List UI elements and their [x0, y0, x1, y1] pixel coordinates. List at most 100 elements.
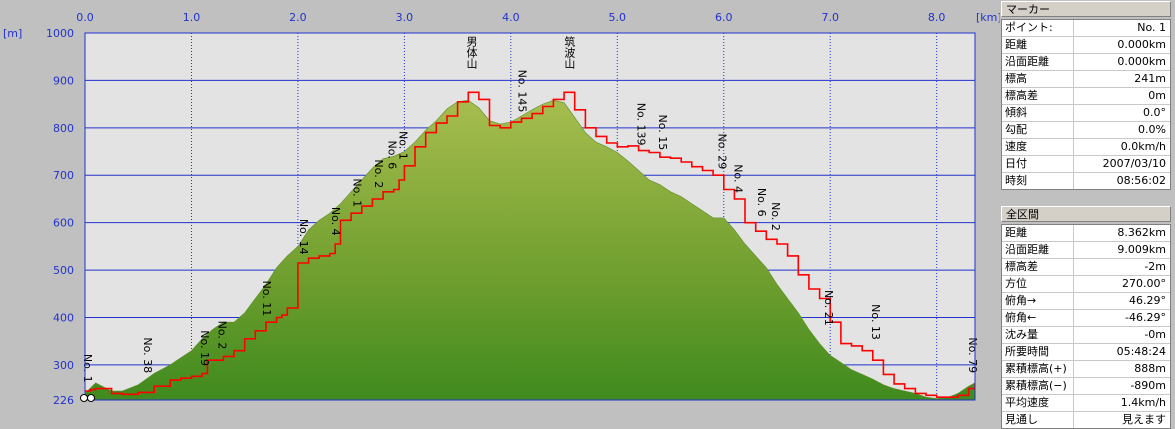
info-key: 累積標高(+): [1002, 361, 1074, 377]
point-annotation: No. 19: [198, 330, 211, 366]
info-key: 俯角←: [1002, 310, 1074, 326]
info-key: 累積標高(−): [1002, 378, 1074, 394]
info-value: 見えます: [1122, 413, 1166, 426]
info-row: 勾配 0.0%: [1002, 122, 1170, 139]
info-value: 0.0°: [1143, 106, 1166, 119]
info-key: 平均速度: [1002, 395, 1074, 411]
info-key: 日付: [1002, 156, 1074, 172]
info-value: -890m: [1130, 379, 1166, 392]
point-annotation: No. 1: [350, 178, 363, 207]
info-row: 俯角→ 46.29°: [1002, 293, 1170, 310]
info-key: 勾配: [1002, 122, 1074, 138]
info-value: 888m: [1134, 362, 1166, 375]
info-value: 9.009km: [1117, 243, 1166, 256]
point-annotation: No. 2: [769, 202, 782, 231]
info-value: 0.0km/h: [1120, 140, 1166, 153]
info-key: ポイント:: [1002, 20, 1074, 36]
info-row: 沿面距離 0.000km: [1002, 54, 1170, 71]
point-annotation: No. 38: [141, 337, 154, 373]
y-tick-label: 1000: [46, 27, 74, 40]
point-annotation: No. 145: [515, 70, 528, 113]
info-key: 方位: [1002, 276, 1074, 292]
x-tick-label: 1.0: [183, 11, 201, 24]
info-value: -0m: [1144, 328, 1166, 341]
info-key: 距離: [1002, 225, 1074, 241]
info-row: 平均速度 1.4km/h: [1002, 395, 1170, 412]
info-value: 8.362km: [1117, 226, 1166, 239]
marker-panel-title: マーカー: [1001, 1, 1171, 17]
x-tick-label: 6.0: [715, 11, 733, 24]
info-key: 速度: [1002, 139, 1074, 155]
route-line-path: [85, 91, 975, 398]
info-key: 沿面距離: [1002, 54, 1074, 70]
total-info-table: 距離 8.362km 沿面距離 9.009km 標高差 -2m 方位 270.00° 俯角→ 46…: [1001, 224, 1171, 429]
info-row: 標高差 -2m: [1002, 259, 1170, 276]
info-key: 俯角→: [1002, 293, 1074, 309]
info-row: 距離 0.000km: [1002, 37, 1170, 54]
point-annotation: No. 6: [386, 140, 399, 169]
info-row: 時刻 08:56:02: [1002, 173, 1170, 189]
x-unit-label: [km]: [976, 11, 1000, 24]
info-row: 俯角← -46.29°: [1002, 310, 1170, 327]
info-key: 標高差: [1002, 88, 1074, 104]
point-annotation: No. 4: [329, 207, 342, 236]
info-value: 0m: [1148, 89, 1166, 102]
x-axis-ticks: 0.0 1.0 2.0 3.0 4.0 5.0 6.0 7.0 8.0: [76, 11, 945, 24]
info-value: 05:48:24: [1116, 345, 1166, 358]
info-key: 標高: [1002, 71, 1074, 87]
info-row: 累積標高(+) 888m: [1002, 361, 1170, 378]
y-tick-label: 700: [53, 169, 74, 182]
x-tick-label: 5.0: [609, 11, 627, 24]
peak-label: 筑波山: [563, 35, 576, 69]
point-annotation: No. 14: [297, 219, 310, 255]
point-annotation: No. 11: [260, 280, 273, 316]
terrain-area-fill: [85, 99, 975, 400]
point-annotation: No. 15: [656, 115, 669, 151]
info-value: 0.000km: [1117, 38, 1166, 51]
info-row: 累積標高(−) -890m: [1002, 378, 1170, 395]
point-annotation: No. 1: [81, 354, 94, 383]
y-unit-label: [m]: [3, 27, 22, 40]
marker-info-table: ポイント: No. 1 距離 0.000km 沿面距離 0.000km 標高 241m 標高差 0…: [1001, 19, 1171, 190]
point-annotation: No. 4: [732, 164, 745, 193]
info-value: 270.00°: [1122, 277, 1166, 290]
point-annotation: No. 29: [716, 133, 729, 169]
x-tick-label: 2.0: [289, 11, 307, 24]
info-key: 沿面距離: [1002, 242, 1074, 258]
info-key: 沈み量: [1002, 327, 1074, 343]
info-row: 沿面距離 9.009km: [1002, 242, 1170, 259]
info-value: -2m: [1144, 260, 1166, 273]
plot-frame: [84, 32, 976, 401]
y-tick-label: 226: [53, 394, 74, 407]
info-row: 標高差 0m: [1002, 88, 1170, 105]
x-tick-label: 4.0: [502, 11, 520, 24]
info-row: 見通し 見えます: [1002, 412, 1170, 428]
marker-panel: マーカー ポイント: No. 1 距離 0.000km 沿面距離 0.000km 標高 241…: [1001, 1, 1171, 190]
info-row: 距離 8.362km: [1002, 225, 1170, 242]
info-row: 所要時間 05:48:24: [1002, 344, 1170, 361]
info-row: 沈み量 -0m: [1002, 327, 1170, 344]
point-annotation: No. 13: [869, 304, 882, 340]
point-annotation: No. 6: [755, 188, 768, 217]
info-row: ポイント: No. 1: [1002, 20, 1170, 37]
x-tick-label: 7.0: [821, 11, 839, 24]
total-panel-title: 全区間: [1001, 206, 1171, 222]
info-value: -46.29°: [1125, 311, 1166, 324]
info-value: 241m: [1134, 72, 1166, 85]
peak-labels: 男体山 筑波山: [465, 35, 576, 69]
x-tick-label: 0.0: [76, 11, 94, 24]
info-row: 方位 270.00°: [1002, 276, 1170, 293]
info-row: 速度 0.0km/h: [1002, 139, 1170, 156]
y-axis-ticks: 1000 900 800 700 600 500 400 300 226: [46, 27, 74, 407]
info-value: 0.000km: [1117, 55, 1166, 68]
y-tick-label: 300: [53, 359, 74, 372]
y-tick-label: 800: [53, 122, 74, 135]
info-key: 距離: [1002, 37, 1074, 53]
info-row: 標高 241m: [1002, 71, 1170, 88]
info-key: 所要時間: [1002, 344, 1074, 360]
info-value: No. 1: [1137, 21, 1166, 34]
info-value: 2007/03/10: [1102, 157, 1166, 170]
info-value: 0.0%: [1138, 123, 1166, 136]
